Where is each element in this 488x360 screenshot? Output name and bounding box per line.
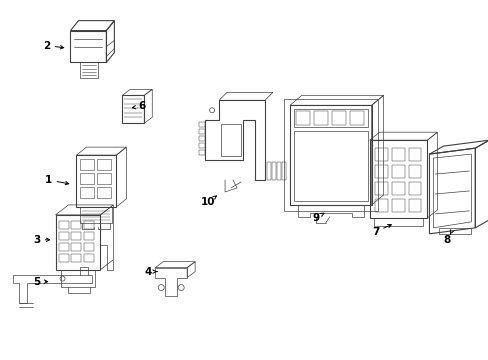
Text: 6: 6 bbox=[139, 101, 145, 111]
Text: 1: 1 bbox=[45, 175, 52, 185]
Text: 5: 5 bbox=[33, 276, 40, 287]
Text: 7: 7 bbox=[371, 227, 379, 237]
Text: 9: 9 bbox=[312, 213, 319, 223]
Text: 8: 8 bbox=[443, 235, 450, 245]
Text: 3: 3 bbox=[33, 235, 40, 245]
Text: 4: 4 bbox=[144, 267, 152, 276]
Text: 2: 2 bbox=[43, 41, 50, 50]
Text: 10: 10 bbox=[201, 197, 215, 207]
